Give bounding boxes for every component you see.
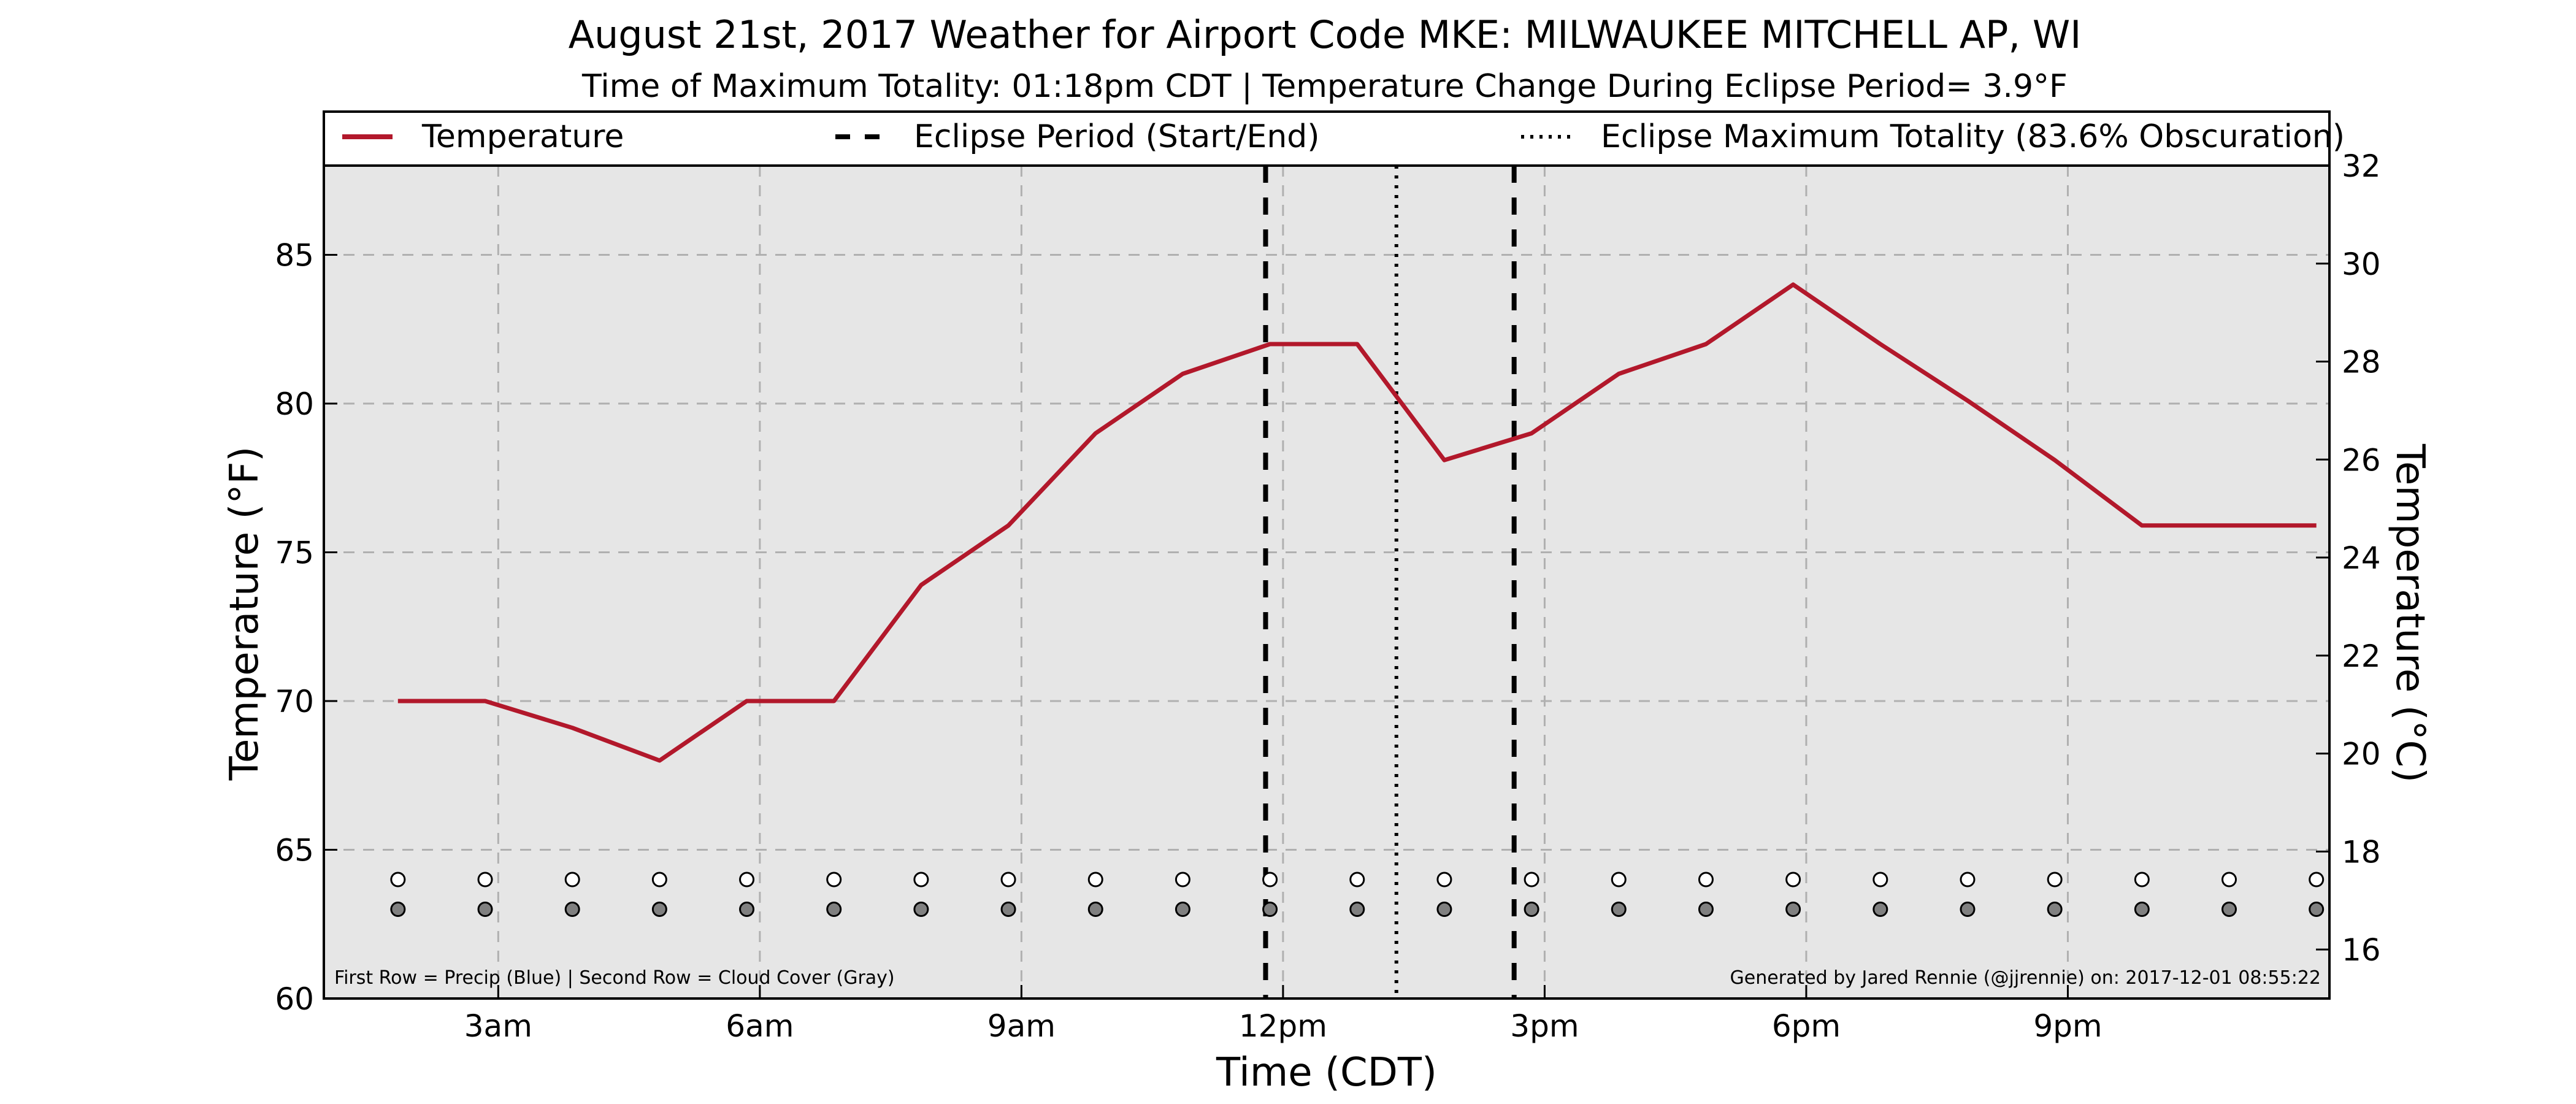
y-axis-right: 16 18 20 22 24 26 28 30 32 xyxy=(2316,148,2381,968)
x-tick-label: 6am xyxy=(726,1008,794,1044)
cloud-cover-marker xyxy=(1000,902,1016,917)
cloud-cover-marker xyxy=(826,902,842,917)
y-tick-label-left: 75 xyxy=(275,535,314,571)
precip-marker xyxy=(651,872,667,887)
y-tick-label-left: 60 xyxy=(275,981,314,1017)
cloud-cover-marker xyxy=(2309,902,2325,917)
cloud-cover-marker xyxy=(1087,902,1103,917)
precip-marker xyxy=(1960,872,1976,887)
y-axis-left-label: Temperature (°F) xyxy=(222,447,267,781)
legend-label-eclipse-period: Eclipse Period (Start/End) xyxy=(914,118,1320,155)
chart-title: August 21st, 2017 Weather for Airport Co… xyxy=(569,12,2082,57)
precip-marker xyxy=(564,872,580,887)
legend-label-eclipse-max: Eclipse Maximum Totality (83.6% Obscurat… xyxy=(1601,118,2345,155)
cloud-cover-marker xyxy=(651,902,667,917)
x-axis: 3am 6am 9am 12pm 3pm 6pm 9pm xyxy=(464,985,2103,1044)
precip-marker xyxy=(2047,872,2063,887)
plot-frame xyxy=(323,164,2331,1000)
precip-marker xyxy=(1000,872,1016,887)
precip-marker xyxy=(1611,872,1627,887)
legend: Temperature Eclipse Period (Start/End) E… xyxy=(323,110,2345,167)
y-tick-label-right: 22 xyxy=(2342,638,2381,674)
precip-marker xyxy=(390,872,406,887)
y-tick-label-left: 80 xyxy=(275,386,314,422)
precip-marker xyxy=(477,872,493,887)
y-tick-label-right: 26 xyxy=(2342,442,2381,478)
x-tick-label: 3pm xyxy=(1510,1008,1579,1044)
cloud-cover-marker xyxy=(1349,902,1365,917)
precip-marker xyxy=(1785,872,1801,887)
x-tick-label: 3am xyxy=(464,1008,532,1044)
y-tick-label-right: 16 xyxy=(2342,932,2381,968)
cloud-cover-marker xyxy=(1262,902,1278,917)
cloud-cover-marker xyxy=(2221,902,2237,917)
cloud-cover-marker xyxy=(477,902,493,917)
cloud-cover-marker xyxy=(2134,902,2150,917)
cloud-cover-marker xyxy=(739,902,755,917)
y-tick-label-left: 65 xyxy=(275,833,314,868)
x-tick-label: 6pm xyxy=(1772,1008,1841,1044)
cloud-cover-marker xyxy=(1436,902,1452,917)
footnote-left: First Row = Precip (Blue) | Second Row =… xyxy=(334,967,895,989)
indicator-rows xyxy=(390,872,2325,917)
eclipse-lines xyxy=(1263,166,1517,999)
precip-marker xyxy=(1349,872,1365,887)
precip-marker xyxy=(1873,872,1888,887)
cloud-cover-marker xyxy=(913,902,929,917)
precip-marker xyxy=(739,872,755,887)
grid xyxy=(324,166,2329,999)
y-tick-label-right: 18 xyxy=(2342,834,2381,870)
precip-marker xyxy=(1698,872,1714,887)
precip-marker xyxy=(2309,872,2325,887)
x-axis-label: Time (CDT) xyxy=(1216,1050,1437,1095)
precip-marker xyxy=(1087,872,1103,887)
y-tick-label-left: 70 xyxy=(275,684,314,719)
cloud-cover-marker xyxy=(1873,902,1888,917)
precip-marker xyxy=(1524,872,1539,887)
chart-subtitle: Time of Maximum Totality: 01:18pm CDT | … xyxy=(581,68,2068,105)
x-tick-label: 9am xyxy=(987,1008,1056,1044)
plot-background xyxy=(324,166,2329,999)
y-axis-right-label: Temperature (°C) xyxy=(2387,443,2432,783)
precip-marker xyxy=(1262,872,1278,887)
x-tick-label: 12pm xyxy=(1239,1008,1327,1044)
precip-marker xyxy=(1175,872,1190,887)
cloud-cover-marker xyxy=(1611,902,1627,917)
cloud-cover-marker xyxy=(1785,902,1801,917)
cloud-cover-marker xyxy=(1175,902,1190,917)
cloud-cover-marker xyxy=(1960,902,1976,917)
cloud-cover-marker xyxy=(2047,902,2063,917)
precip-marker xyxy=(2221,872,2237,887)
y-tick-label-left: 85 xyxy=(275,238,314,274)
y-tick-label-right: 32 xyxy=(2342,148,2381,184)
cloud-cover-marker xyxy=(390,902,406,917)
y-tick-label-right: 20 xyxy=(2342,737,2381,772)
y-axis-left: 60 65 70 75 80 85 xyxy=(275,238,337,1017)
y-tick-label-right: 28 xyxy=(2342,345,2381,380)
y-tick-label-right: 30 xyxy=(2342,247,2381,282)
x-tick-label: 9pm xyxy=(2033,1008,2102,1044)
precip-marker xyxy=(826,872,842,887)
precip-marker xyxy=(2134,872,2150,887)
legend-frame xyxy=(323,110,2331,167)
cloud-cover-marker xyxy=(1698,902,1714,917)
temperature-line xyxy=(397,282,2317,763)
y-tick-label-right: 24 xyxy=(2342,540,2381,576)
cloud-cover-marker xyxy=(564,902,580,917)
footnote-right: Generated by Jared Rennie (@jjrennie) on… xyxy=(1730,967,2321,989)
precip-marker xyxy=(1436,872,1452,887)
cloud-cover-marker xyxy=(1524,902,1539,917)
series xyxy=(397,282,2317,763)
precip-marker xyxy=(913,872,929,887)
legend-label-temperature: Temperature xyxy=(421,118,624,155)
